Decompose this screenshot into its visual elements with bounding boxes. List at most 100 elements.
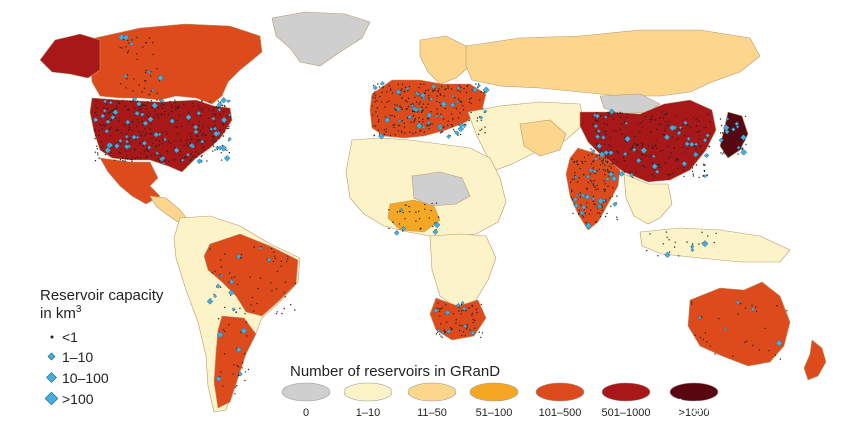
- reservoir-dot: [472, 322, 474, 324]
- reservoir-diamond: [686, 136, 691, 141]
- reservoir-diamond: [434, 114, 439, 119]
- reservoir-dot: [145, 104, 147, 107]
- reservoir-diamond: [597, 197, 605, 205]
- reservoir-dot: [231, 277, 233, 279]
- reservoir-dot: [668, 239, 670, 241]
- reservoir-dot: [158, 140, 160, 142]
- reservoir-dot: [758, 349, 761, 351]
- reservoir-diamond: [457, 125, 465, 133]
- reservoir-dot: [175, 126, 177, 128]
- reservoir-dot: [280, 265, 282, 267]
- reservoir-dot: [715, 232, 717, 235]
- reservoir-dot: [651, 146, 653, 148]
- reservoir-dot: [730, 154, 732, 156]
- reservoir-dot: [256, 302, 258, 305]
- reservoir-diamond: [705, 133, 710, 138]
- reservoir-dot: [401, 83, 404, 86]
- reservoir-dot: [459, 91, 462, 93]
- reservoir-dot: [222, 329, 225, 331]
- reservoir-dot: [276, 270, 279, 272]
- reservoir-dot: [223, 124, 225, 126]
- reservoir-dot: [644, 115, 646, 118]
- reservoir-diamond: [595, 134, 601, 140]
- reservoir-dot: [441, 307, 443, 309]
- reservoir-diamond: [622, 151, 628, 157]
- reservoir-dot: [393, 115, 396, 118]
- reservoir-diamond: [441, 331, 445, 335]
- reservoir-dot: [662, 117, 665, 119]
- reservoir-dot: [214, 120, 216, 123]
- reservoir-dot: [209, 130, 212, 132]
- reservoir-dot: [241, 367, 243, 369]
- reservoir-diamond: [217, 107, 222, 112]
- count-swatch-5: [601, 382, 651, 402]
- reservoir-dot: [732, 355, 734, 357]
- reservoir-dot: [459, 324, 461, 326]
- reservoir-dot: [414, 118, 416, 120]
- count-swatch-label-2: 11–50: [417, 407, 447, 419]
- reservoir-dot: [592, 167, 595, 169]
- capacity-marker-gt100: [44, 391, 59, 406]
- reservoir-dot: [150, 132, 152, 135]
- reservoir-dot: [238, 374, 240, 377]
- reservoir-dot: [141, 91, 143, 93]
- reservoir-dot: [374, 125, 377, 127]
- reservoir-dot: [641, 154, 644, 156]
- reservoir-dot: [401, 88, 403, 90]
- reservoir-dot: [606, 162, 608, 164]
- reservoir-dot: [450, 328, 453, 331]
- reservoir-dot: [220, 286, 222, 288]
- reservoir-dot: [675, 139, 677, 141]
- reservoir-dot: [604, 188, 606, 191]
- reservoir-dot: [607, 185, 609, 187]
- reservoir-dot: [192, 105, 194, 108]
- reservoir-dot: [196, 156, 198, 158]
- reservoir-diamond: [193, 129, 199, 135]
- reservoir-dot: [103, 124, 105, 126]
- reservoir-dot: [438, 310, 441, 312]
- reservoir-dot: [602, 169, 605, 171]
- reservoir-dot: [201, 154, 203, 157]
- reservoir-dot: [755, 306, 757, 308]
- reservoir-dot: [741, 127, 744, 129]
- reservoir-dot: [152, 53, 154, 56]
- reservoir-dot: [425, 106, 427, 109]
- reservoir-dot: [468, 119, 470, 122]
- reservoir-dot: [217, 100, 219, 102]
- reservoir-dot: [94, 111, 97, 114]
- reservoir-dot: [596, 212, 599, 214]
- reservoir-diamond: [573, 202, 580, 209]
- reservoir-dot: [421, 110, 423, 112]
- count-swatch-2: [407, 382, 457, 402]
- reservoir-dot: [232, 373, 234, 375]
- reservoir-dot: [649, 118, 651, 120]
- reservoir-dot: [190, 153, 192, 155]
- count-legend-title: Number of reservoirs in GRanD: [290, 363, 500, 380]
- reservoir-dot: [195, 134, 198, 136]
- reservoir-dot: [764, 327, 766, 329]
- reservoir-dot: [591, 153, 593, 156]
- reservoir-dot: [432, 225, 434, 228]
- reservoir-dot: [191, 102, 194, 104]
- reservoir-diamond: [581, 204, 587, 210]
- reservoir-diamond: [461, 306, 467, 312]
- reservoir-dot: [113, 114, 116, 116]
- reservoir-dot: [623, 159, 626, 162]
- reservoir-diamond: [215, 375, 222, 382]
- reservoir-diamond: [775, 339, 783, 347]
- reservoir-dot: [445, 304, 447, 306]
- reservoir-dot: [205, 134, 207, 137]
- reservoir-dot: [703, 164, 705, 167]
- reservoir-diamond: [220, 116, 228, 124]
- reservoir-dot: [413, 119, 416, 121]
- reservoir-dot: [623, 171, 626, 173]
- reservoir-dot: [587, 181, 589, 184]
- reservoir-dot: [698, 243, 700, 245]
- reservoir-dot: [253, 246, 255, 248]
- reservoir-dot: [699, 153, 701, 156]
- reservoir-dot: [204, 140, 206, 143]
- region-argentina: [213, 315, 257, 409]
- reservoir-diamond: [200, 139, 205, 144]
- reservoir-diamond: [211, 116, 216, 121]
- reservoir-dot: [166, 133, 169, 135]
